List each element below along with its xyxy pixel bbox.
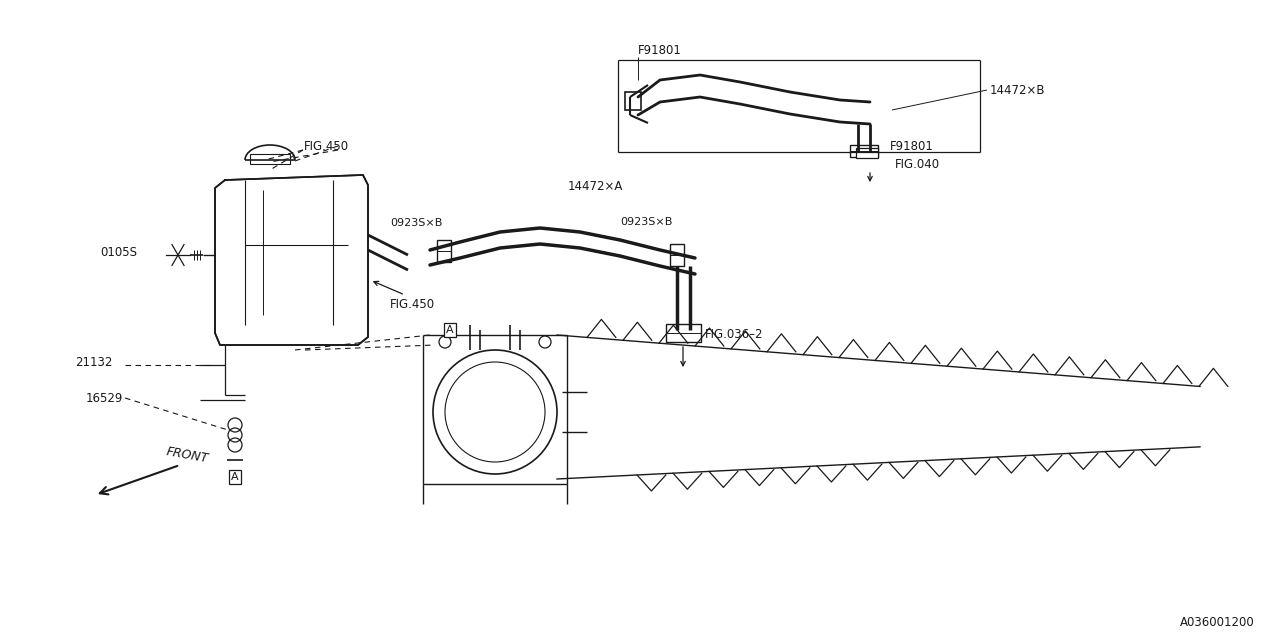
Bar bbox=[436, 240, 451, 262]
Text: 0923S×B: 0923S×B bbox=[620, 217, 672, 227]
Bar bbox=[856, 148, 878, 158]
Bar bbox=[850, 145, 878, 157]
Text: F91801: F91801 bbox=[890, 140, 934, 152]
Text: 0105S: 0105S bbox=[100, 246, 137, 259]
Text: A036001200: A036001200 bbox=[1180, 616, 1254, 628]
Text: 16529: 16529 bbox=[86, 392, 123, 404]
Bar bbox=[666, 324, 701, 342]
Text: 0923S×B: 0923S×B bbox=[390, 218, 443, 228]
Polygon shape bbox=[215, 175, 369, 345]
Text: FIG.450: FIG.450 bbox=[305, 140, 349, 152]
Text: FIG.036–2: FIG.036–2 bbox=[705, 328, 763, 342]
Text: FIG.040: FIG.040 bbox=[895, 157, 940, 170]
Text: 14472×B: 14472×B bbox=[989, 83, 1046, 97]
Bar bbox=[250, 154, 291, 164]
Text: A: A bbox=[447, 325, 454, 335]
Text: A: A bbox=[232, 472, 239, 482]
Bar bbox=[669, 244, 684, 266]
Text: F91801: F91801 bbox=[637, 44, 682, 56]
Text: FIG.450: FIG.450 bbox=[390, 298, 435, 312]
Bar bbox=[625, 92, 641, 110]
Text: 21132: 21132 bbox=[76, 356, 113, 369]
Text: 14472×A: 14472×A bbox=[568, 180, 623, 193]
Text: FRONT: FRONT bbox=[165, 445, 210, 465]
